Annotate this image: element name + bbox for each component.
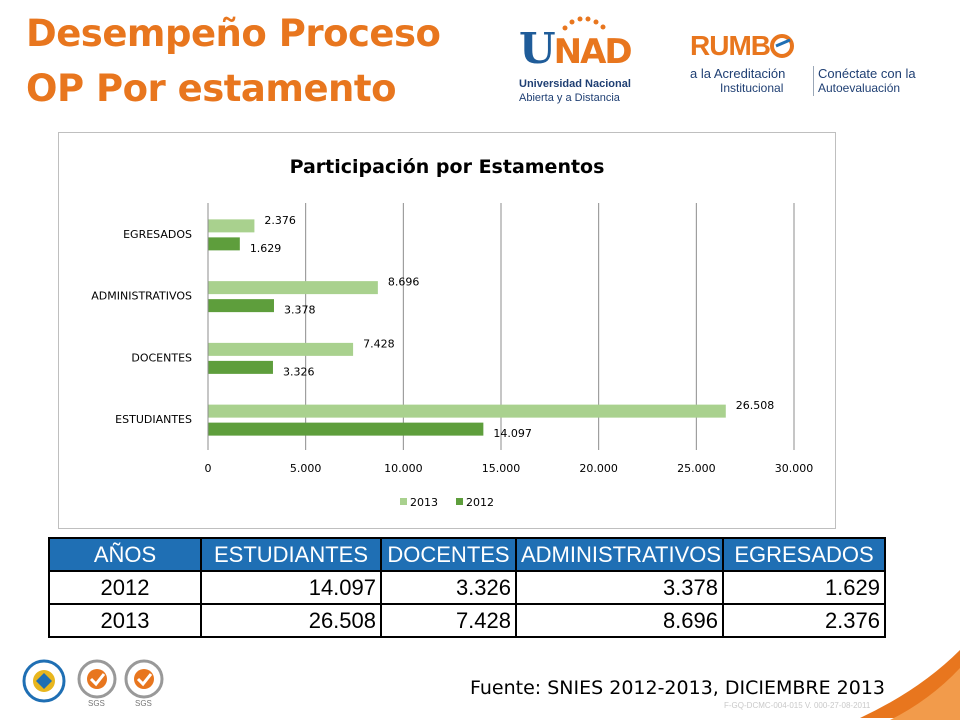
rumbo-right-line2: Autoevaluación xyxy=(818,81,901,95)
x-tick-label: 30.000 xyxy=(775,462,814,475)
orange-swoosh-decoration xyxy=(860,650,960,720)
bar-2012 xyxy=(208,422,484,436)
rumbo-logo: RUMB a la Acreditación Institucional Con… xyxy=(690,30,930,100)
table-header-cell: ADMINISTRATIVOS xyxy=(515,537,724,572)
table-cell: 7.428 xyxy=(380,603,517,638)
bar-2012 xyxy=(208,299,274,313)
rumbo-divider xyxy=(813,66,814,96)
chart-area: Participación por Estamentos 0 5.000 10.000… xyxy=(58,132,836,529)
iso-seal-icon: SGS xyxy=(77,659,117,708)
x-tick-label: 20.000 xyxy=(579,462,618,475)
table-cell: 2.376 xyxy=(722,603,886,638)
table-cell: 2013 xyxy=(48,603,202,638)
page-title-line1: Desempeño Proceso xyxy=(26,12,441,55)
data-label: 7.428 xyxy=(363,337,395,350)
data-label: 3.378 xyxy=(284,304,316,317)
bar-2012 xyxy=(208,360,273,374)
y-category-label: DOCENTES xyxy=(131,351,192,364)
x-tick-label: 5.000 xyxy=(290,462,322,475)
table-cell: 8.696 xyxy=(515,603,724,638)
unad-name-line1: Universidad Nacional xyxy=(519,78,631,90)
x-tick-label: 25.000 xyxy=(677,462,716,475)
data-label: 8.696 xyxy=(388,276,420,289)
bar-2012 xyxy=(208,237,240,251)
bar-2013 xyxy=(208,281,378,295)
unad-dots-icon xyxy=(562,16,606,31)
table-cell: 2012 xyxy=(48,570,202,605)
table-cell: 26.508 xyxy=(200,603,382,638)
chart-title: Participación por Estamentos xyxy=(290,156,605,178)
table-cell: 14.097 xyxy=(200,570,382,605)
table-row: 2012 14.097 3.326 3.378 1.629 xyxy=(48,570,886,605)
data-label: 3.326 xyxy=(283,365,315,378)
x-tick-label: 0 xyxy=(205,462,212,475)
table-header-cell: ESTUDIANTES xyxy=(200,537,382,572)
source-note: Fuente: SNIES 2012-2013, DICIEMBRE 2013 xyxy=(470,677,886,699)
bar-2013 xyxy=(208,219,255,233)
x-tick-label: 10.000 xyxy=(384,462,423,475)
chart-svg: Participación por Estamentos 0 5.000 10.000… xyxy=(91,156,814,509)
y-category-label: ADMINISTRATIVOS xyxy=(91,290,192,303)
sgs-label: SGS xyxy=(88,699,105,708)
colombia-seal-icon xyxy=(22,659,66,703)
data-label: 2.376 xyxy=(264,214,296,227)
table-cell: 1.629 xyxy=(722,570,886,605)
rumbo-right-line1: Conéctate con la xyxy=(818,66,916,81)
data-label: 26.508 xyxy=(736,399,775,412)
table-header-cell: AÑOS xyxy=(48,537,202,572)
data-label: 1.629 xyxy=(250,242,282,255)
sgs-label: SGS xyxy=(135,699,152,708)
data-table: AÑOS ESTUDIANTES DOCENTES ADMINISTRATIVO… xyxy=(48,537,886,638)
table-header-cell: EGRESADOS xyxy=(722,537,886,572)
table-header-cell: DOCENTES xyxy=(380,537,517,572)
data-label: 14.097 xyxy=(493,427,532,440)
rumbo-line1: a la Acreditación xyxy=(690,66,786,81)
certification-logos: SGS SGS xyxy=(22,659,164,708)
table-header-row: AÑOS ESTUDIANTES DOCENTES ADMINISTRATIVO… xyxy=(48,537,886,572)
page-title-line2: OP Por estamento xyxy=(26,67,397,110)
y-category-label: EGRESADOS xyxy=(123,228,192,241)
y-category-label: ESTUDIANTES xyxy=(115,413,192,426)
footer-document-code: F-GQ-DCMC-004-015 V. 000-27-08-2011 xyxy=(724,701,871,710)
unad-name-line2: Abierta y a Distancia xyxy=(519,92,620,104)
table-cell: 3.378 xyxy=(515,570,724,605)
table-cell: 3.326 xyxy=(380,570,517,605)
legend-swatch xyxy=(400,498,407,505)
x-tick-label: 15.000 xyxy=(482,462,521,475)
unad-logo: UNAD Universidad Nacional Abierta y a Di… xyxy=(515,14,640,106)
rumbo-o-icon xyxy=(770,34,794,58)
unad-wordmark: UNAD xyxy=(519,24,633,73)
bar-2013 xyxy=(208,404,726,418)
legend-swatch xyxy=(456,498,463,505)
legend-label: 2013 xyxy=(410,496,438,509)
iso-seal-icon: SGS xyxy=(124,659,164,708)
rumbo-wordmark: RUMB xyxy=(690,30,794,62)
legend-label: 2012 xyxy=(466,496,494,509)
table-row: 2013 26.508 7.428 8.696 2.376 xyxy=(48,603,886,638)
bar-2013 xyxy=(208,342,354,356)
rumbo-line2: Institucional xyxy=(720,81,784,95)
